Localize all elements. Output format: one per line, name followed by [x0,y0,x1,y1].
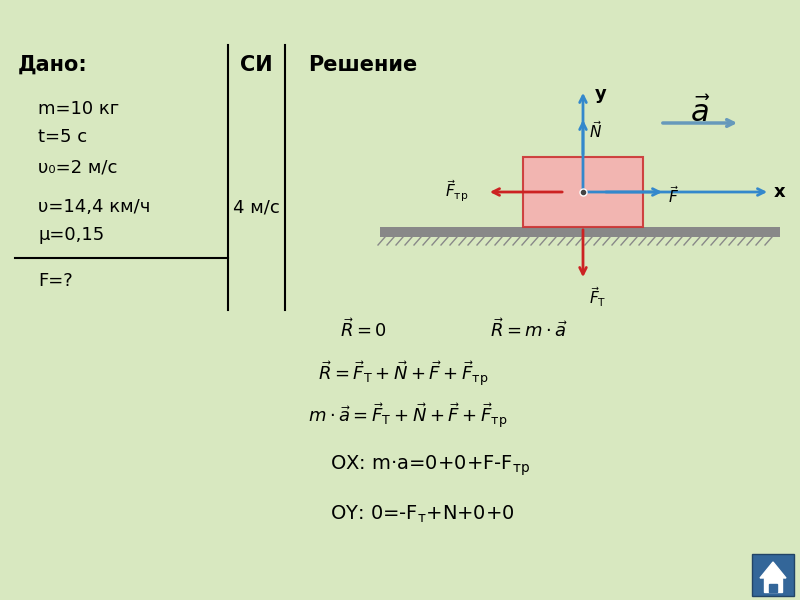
Text: μ=0,15: μ=0,15 [38,226,104,244]
Text: Дано:: Дано: [18,55,88,75]
Text: $\vec{F}_{\mathrm{тр}}$: $\vec{F}_{\mathrm{тр}}$ [445,178,468,203]
Text: Решение: Решение [308,55,418,75]
Text: $\vec{F}$: $\vec{F}$ [668,185,679,206]
Text: m=10 кг: m=10 кг [38,100,119,118]
Text: ОY: 0=-F$_{\mathrm{т}}$+N+0+0: ОY: 0=-F$_{\mathrm{т}}$+N+0+0 [330,504,514,526]
Text: y: y [595,85,606,103]
Bar [380,227,780,237]
Polygon shape [760,562,786,578]
Text: $\vec{R} = \vec{F}_{\mathrm{T}} + \vec{N} + \vec{F} + \vec{F}_{\mathrm{тр}}$: $\vec{R} = \vec{F}_{\mathrm{T}} + \vec{N… [318,360,489,389]
Text: $\vec{R} = 0$: $\vec{R} = 0$ [340,318,386,341]
Bar [752,554,794,596]
Text: $\vec{N}$: $\vec{N}$ [589,120,602,141]
Text: $\vec{a}$: $\vec{a}$ [690,97,710,128]
Text: x: x [774,183,786,201]
Text: υ₀=2 м/с: υ₀=2 м/с [38,158,118,176]
Text: $\vec{R} = m \cdot \vec{a}$: $\vec{R} = m \cdot \vec{a}$ [490,318,568,341]
Bar [769,584,777,592]
Text: $m \cdot \vec{a} = \vec{F}_{\mathrm{T}} + \vec{N} + \vec{F} + \vec{F}_{\mathrm{т: $m \cdot \vec{a} = \vec{F}_{\mathrm{T}} … [308,402,507,431]
Bar [764,578,782,592]
Text: $\vec{F}_{\mathrm{T}}$: $\vec{F}_{\mathrm{T}}$ [589,285,606,308]
Text: ОХ: m·a=0+0+F-F$_{\mathrm{тр}}$: ОХ: m·a=0+0+F-F$_{\mathrm{тр}}$ [330,454,530,479]
Text: 4 м/с: 4 м/с [233,198,279,216]
Text: υ=14,4 км/ч: υ=14,4 км/ч [38,198,150,216]
Text: F=?: F=? [38,272,73,290]
Text: СИ: СИ [240,55,272,75]
Bar [523,157,643,227]
Text: t=5 с: t=5 с [38,128,87,146]
